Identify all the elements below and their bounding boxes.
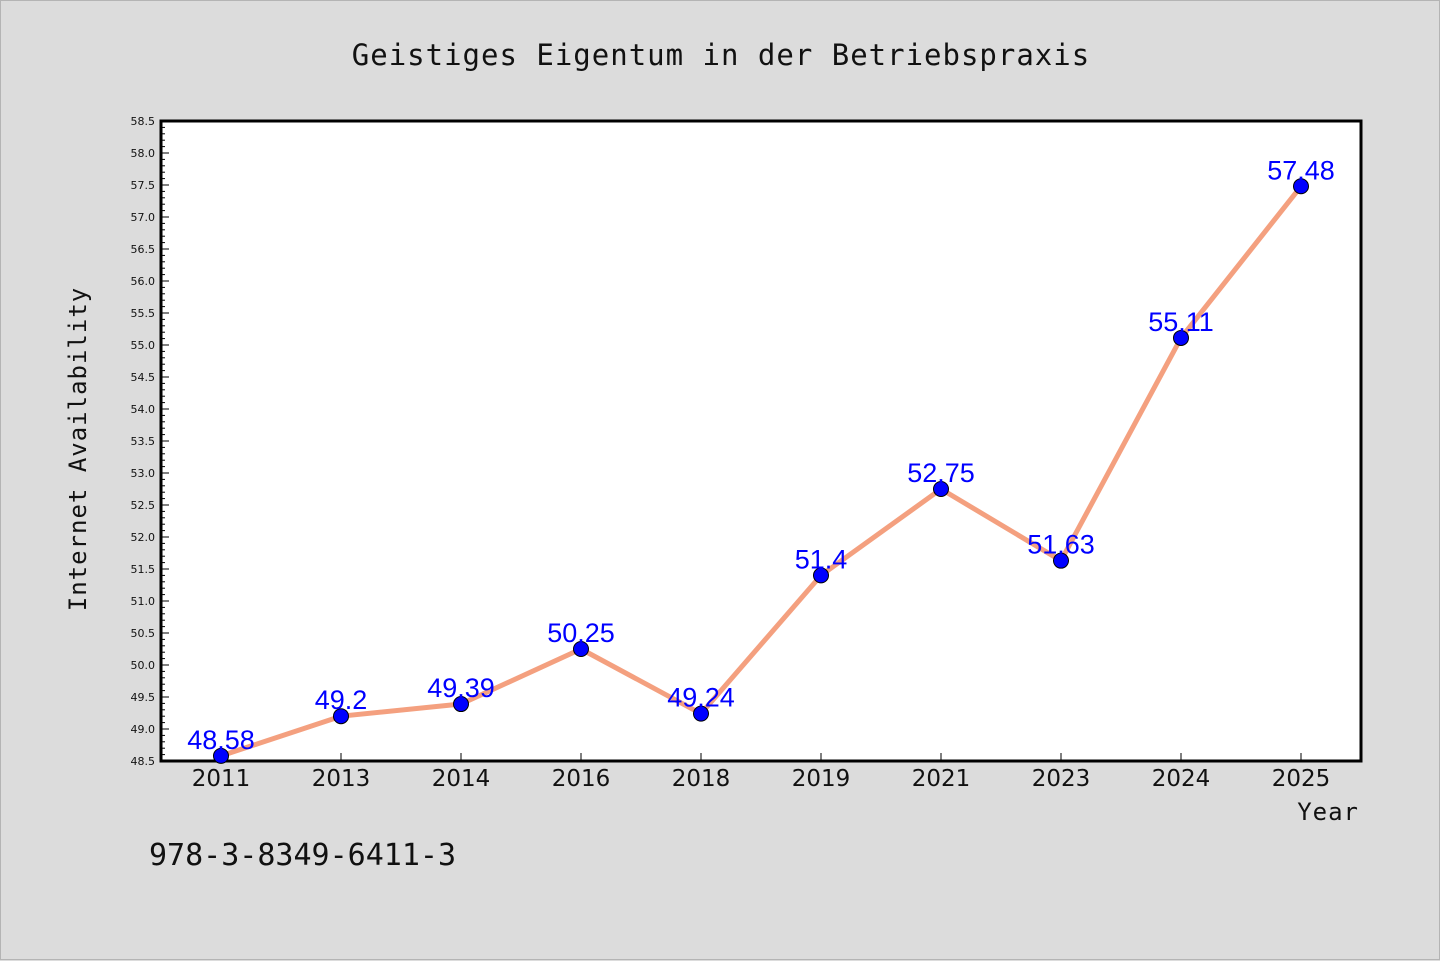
y-axis-label: Internet Availability [64,287,92,611]
y-tick-label: 51.5 [131,563,156,576]
y-tick-label: 57.5 [131,179,156,192]
y-tick-label: 56.5 [131,243,156,256]
y-tick-label: 54.5 [131,371,156,384]
data-label: 50.25 [547,618,615,648]
y-tick-label: 49.0 [131,723,156,736]
x-tick-label: 2023 [1032,766,1091,792]
data-label: 51.4 [795,544,848,574]
data-label: 55.11 [1148,307,1214,337]
y-tick-label: 52.5 [131,499,156,512]
y-tick-label: 49.5 [131,691,156,704]
data-point [333,708,349,725]
x-tick-label: 2013 [312,766,371,792]
x-tick-label: 2014 [432,766,491,792]
y-tick-label: 54.0 [131,403,156,416]
y-tick-label: 57.0 [131,211,156,224]
data-point [933,481,949,497]
y-tick-label: 50.0 [131,659,156,672]
data-label: 57.48 [1267,155,1335,185]
y-tick-label: 56.0 [131,275,156,288]
isbn-text: 978-3-8349-6411-3 [149,838,456,873]
y-tick-label: 53.0 [131,467,156,480]
data-point [693,705,709,722]
data-point [1293,178,1309,195]
y-tick-label: 58.0 [131,147,156,160]
data-point [1053,552,1069,569]
x-tick-label: 2025 [1272,766,1331,792]
data-point [1173,329,1189,346]
data-point [813,567,829,584]
chart-title: Geistiges Eigentum in der Betriebspraxis [352,38,1090,72]
data-label: 49.39 [427,673,495,703]
x-axis: 2011 2013 2014 2016 2018 2019 2021 2023 2024 2025 [192,753,1331,792]
y-tick-label: 52.0 [131,531,156,544]
data-label: 51.63 [1027,530,1095,560]
data-label: 49.24 [667,683,735,713]
y-tick-label: 48.5 [131,755,156,768]
plot-area [159,119,1363,763]
data-label: 52.75 [907,458,975,488]
data-label: 48.58 [187,725,255,755]
data-point [573,641,589,657]
y-tick-label: 50.5 [131,627,156,640]
series-line-group [213,178,1309,764]
x-axis-label: Year [1297,798,1359,826]
y-tick-label: 58.5 [131,115,156,128]
y-tick-label: 55.5 [131,307,156,320]
data-label: 49.2 [315,685,368,715]
series-line [220,184,1303,759]
x-tick-label: 2016 [552,766,611,792]
x-tick-label: 2011 [192,766,251,792]
x-tick-label: 2024 [1152,766,1211,792]
data-point [453,696,469,713]
x-tick-label: 2019 [792,766,851,792]
x-tick-label: 2018 [672,766,731,792]
y-tick-label: 53.5 [131,435,156,448]
x-tick-label: 2021 [912,766,971,792]
y-tick-label: 51.0 [131,595,156,608]
y-tick-label: 55.0 [131,339,156,352]
data-labels: 48.58 49.2 49.39 50.25 49.24 51.4 52.75 51.63 55… [187,155,1335,755]
data-point [213,747,229,764]
y-axis: 48.5 49.0 49.5 50.0 50.5 51.0 51.5 52.0 52.5 53.0… [131,115,169,768]
